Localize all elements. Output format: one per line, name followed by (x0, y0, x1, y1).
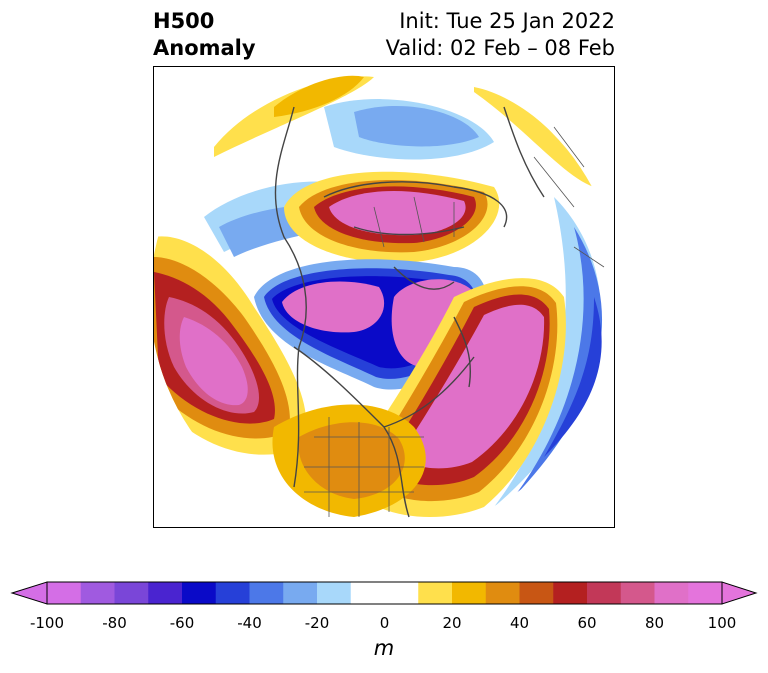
anomaly-neg-east-outer (494, 197, 601, 507)
colorbar-unit: m (373, 636, 395, 660)
colorbar-tick-label: -40 (237, 614, 262, 632)
colorbar (0, 578, 768, 608)
title-variable: H500 Anomaly (153, 9, 256, 60)
colorbar-tick-label: -60 (169, 614, 195, 632)
anomaly-field (154, 75, 605, 518)
anomaly-neg-band-inner (354, 106, 479, 147)
colorbar-segment (249, 582, 284, 604)
colorbar-segment (148, 582, 183, 604)
colorbar-min-extend (10, 581, 48, 605)
colorbar-segment (283, 582, 318, 604)
colorbar-segment (452, 582, 487, 604)
anomaly-pos-west-core (179, 317, 248, 406)
coastlines (274, 106, 545, 518)
colorbar-segment (182, 582, 217, 604)
colorbar-segment (553, 582, 588, 604)
anomaly-pos-east-core (400, 304, 545, 469)
colorbar-tick-label: -20 (304, 614, 330, 632)
anomaly-neg-min-west (282, 281, 385, 333)
colorbar-tick-label: 60 (577, 614, 597, 632)
colorbar-graphic (10, 581, 758, 605)
colorbar-tick-label: 0 (379, 614, 390, 632)
anomaly-pos-arc-ne (474, 87, 594, 187)
colorbar-segment (317, 582, 352, 604)
colorbar-segment (587, 582, 622, 604)
colorbar-segment (215, 582, 250, 604)
colorbar-segment (654, 582, 689, 604)
anomaly-map (153, 66, 615, 528)
political-borders (304, 126, 605, 517)
valid-range: Valid: 02 Feb – 08 Feb (385, 36, 615, 60)
colorbar-segment (485, 582, 520, 604)
colorbar-segment (114, 582, 149, 604)
colorbar-tick-label: 20 (442, 614, 462, 632)
init-date: Init: Tue 25 Jan 2022 (399, 9, 615, 33)
anomaly-pos-north-core (329, 190, 466, 236)
colorbar-frame (46, 581, 723, 605)
colorbar-segment (80, 582, 115, 604)
colorbar-segment (688, 582, 723, 604)
colorbar-segment (418, 582, 453, 604)
title-dates: Init: Tue 25 Jan 2022 Valid: 02 Feb – 08… (386, 8, 615, 62)
colorbar-segment (384, 582, 419, 604)
anomaly-neg-east-core (544, 297, 602, 457)
colorbar-tick-label: -80 (102, 614, 127, 632)
colorbar-segment (519, 582, 554, 604)
colorbar-segment (350, 582, 385, 604)
colorbar-segment (620, 582, 655, 604)
colorbar-tick-label: 80 (644, 614, 665, 632)
colorbar-tick-label: 100 (707, 614, 737, 632)
anomaly-pos-core-nw (274, 75, 364, 117)
colorbar-tick-label: 40 (509, 614, 530, 632)
colorbar-max-extend (721, 581, 758, 605)
anomaly-neg-east-mid (514, 227, 603, 497)
colorbar-tick-label: -100 (29, 614, 65, 632)
colorbar-segment (47, 582, 82, 604)
anomaly-pos-south-core (298, 422, 405, 499)
